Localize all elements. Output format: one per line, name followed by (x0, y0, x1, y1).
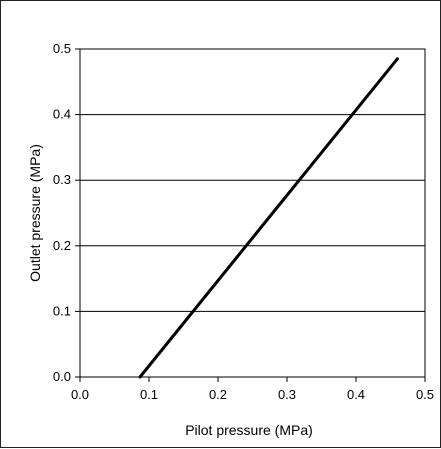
series-line-0 (138, 57, 399, 379)
y-tick-label: 0.0 (53, 369, 71, 384)
y-tick-label: 0.1 (53, 303, 71, 318)
x-tick-label: 0.0 (71, 387, 89, 402)
plot-area (79, 48, 426, 378)
x-tick-label: 0.4 (347, 387, 365, 402)
x-tick-label: 0.5 (416, 387, 434, 402)
x-tick-label: 0.2 (209, 387, 227, 402)
y-tick-label: 0.2 (53, 238, 71, 253)
y-tick-label: 0.3 (53, 172, 71, 187)
x-tick-label: 0.3 (278, 387, 296, 402)
y-tick-label: 0.4 (53, 107, 71, 122)
x-axis-label: Pilot pressure (MPa) (185, 422, 313, 438)
y-axis-label: Outlet pressure (MPa) (27, 144, 43, 282)
x-tick-label: 0.1 (140, 387, 158, 402)
y-tick-label: 0.5 (53, 41, 71, 56)
